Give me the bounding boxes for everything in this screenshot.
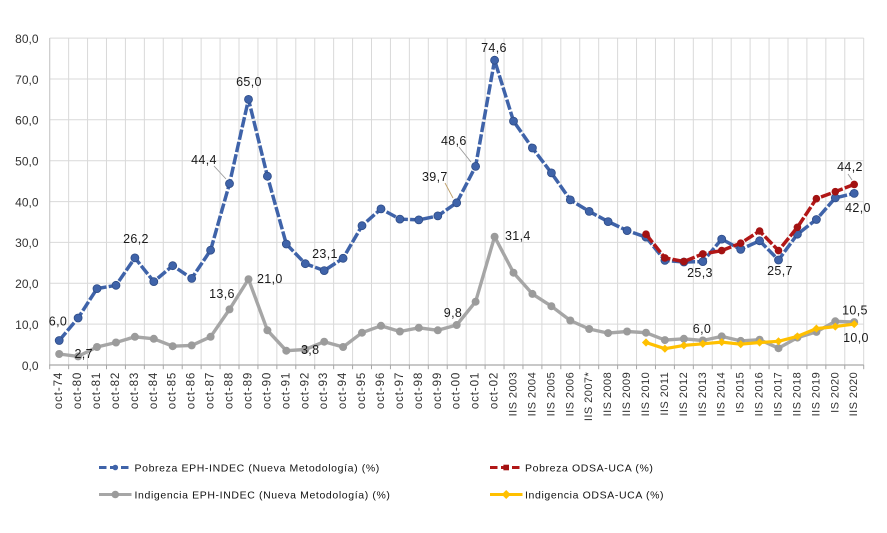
svg-text:oct-86: oct-86: [186, 372, 198, 409]
svg-text:IIS 2008: IIS 2008: [602, 372, 614, 417]
svg-text:IS 2020: IS 2020: [829, 372, 841, 413]
svg-text:oct-00: oct-00: [451, 372, 463, 409]
svg-text:25,7: 25,7: [767, 264, 793, 278]
svg-text:oct-83: oct-83: [129, 372, 141, 409]
svg-text:oct-01: oct-01: [470, 372, 482, 409]
svg-text:13,6: 13,6: [209, 287, 235, 301]
svg-text:21,0: 21,0: [257, 272, 283, 286]
svg-text:IIS 2013: IIS 2013: [697, 372, 709, 417]
svg-text:70,0: 70,0: [15, 73, 39, 87]
svg-text:39,7: 39,7: [422, 170, 448, 184]
svg-text:IIS 2020: IIS 2020: [848, 372, 860, 417]
svg-text:80,0: 80,0: [15, 32, 39, 46]
svg-text:20,0: 20,0: [15, 277, 39, 291]
svg-text:oct-92: oct-92: [299, 372, 311, 409]
svg-text:23,1: 23,1: [312, 247, 338, 261]
svg-text:IIS 2014: IIS 2014: [716, 372, 728, 417]
svg-text:oct-94: oct-94: [337, 372, 349, 409]
svg-text:74,6: 74,6: [481, 41, 507, 55]
svg-text:oct-93: oct-93: [318, 372, 330, 409]
svg-text:IIS 2004: IIS 2004: [526, 372, 538, 417]
svg-text:oct-88: oct-88: [224, 372, 236, 409]
svg-text:2,7: 2,7: [75, 347, 93, 361]
svg-text:30,0: 30,0: [15, 236, 39, 250]
svg-text:oct-97: oct-97: [394, 372, 406, 409]
svg-text:IIS 2016: IIS 2016: [754, 372, 766, 417]
svg-text:6,0: 6,0: [49, 315, 67, 329]
svg-text:60,0: 60,0: [15, 114, 39, 128]
svg-text:65,0: 65,0: [236, 75, 262, 89]
svg-text:Indigencia ODSA-UCA (%): Indigencia ODSA-UCA (%): [525, 490, 664, 502]
svg-text:48,6: 48,6: [441, 134, 467, 148]
svg-text:10,0: 10,0: [843, 331, 869, 345]
svg-text:IIS 2005: IIS 2005: [545, 372, 557, 417]
svg-text:31,4: 31,4: [505, 229, 531, 243]
svg-text:44,2: 44,2: [837, 160, 863, 174]
svg-text:oct-82: oct-82: [110, 372, 122, 409]
svg-text:oct-84: oct-84: [148, 372, 160, 409]
svg-text:IIS 2009: IIS 2009: [621, 372, 633, 417]
svg-text:10,5: 10,5: [842, 304, 868, 318]
svg-text:50,0: 50,0: [15, 155, 39, 169]
svg-text:10,0: 10,0: [15, 318, 39, 332]
svg-text:IIS 2003: IIS 2003: [508, 372, 520, 417]
svg-text:oct-99: oct-99: [432, 372, 444, 409]
svg-text:26,2: 26,2: [123, 232, 149, 246]
svg-text:IIS 2018: IIS 2018: [791, 372, 803, 417]
svg-text:IIS 2010: IIS 2010: [640, 372, 652, 417]
svg-text:0,0: 0,0: [22, 359, 39, 373]
svg-text:oct-90: oct-90: [261, 372, 273, 409]
svg-text:Pobreza EPH-INDEC (Nueva Metod: Pobreza EPH-INDEC (Nueva Metodología) (%…: [135, 463, 380, 475]
svg-text:IIS 2019: IIS 2019: [810, 372, 822, 417]
svg-text:oct-02: oct-02: [489, 372, 501, 409]
svg-text:oct-74: oct-74: [53, 372, 65, 409]
svg-text:9,8: 9,8: [444, 306, 462, 320]
svg-text:IIS 2011: IIS 2011: [659, 372, 671, 416]
svg-text:oct-98: oct-98: [413, 372, 425, 409]
svg-text:44,4: 44,4: [191, 153, 217, 167]
svg-text:IIS 2017: IIS 2017: [773, 372, 785, 417]
svg-text:oct-91: oct-91: [280, 372, 292, 409]
svg-text:42,0: 42,0: [845, 201, 871, 215]
svg-text:oct-96: oct-96: [375, 372, 387, 409]
svg-text:6,0: 6,0: [693, 322, 711, 336]
svg-text:25,3: 25,3: [687, 266, 713, 280]
svg-text:oct-80: oct-80: [72, 372, 84, 409]
svg-text:oct-87: oct-87: [205, 372, 217, 409]
svg-text:oct-81: oct-81: [91, 372, 103, 409]
svg-text:IIS 2007*: IIS 2007*: [583, 372, 595, 422]
svg-text:40,0: 40,0: [15, 195, 39, 209]
svg-text:IS 2015: IS 2015: [735, 372, 747, 413]
svg-text:oct-85: oct-85: [167, 372, 179, 409]
svg-text:oct-95: oct-95: [356, 372, 368, 409]
svg-text:IIS 2012: IIS 2012: [678, 372, 690, 417]
svg-text:oct-89: oct-89: [243, 372, 255, 409]
svg-text:IIS 2006: IIS 2006: [564, 372, 576, 417]
svg-text:Pobreza ODSA-UCA (%): Pobreza ODSA-UCA (%): [525, 463, 654, 475]
svg-text:3,8: 3,8: [301, 343, 319, 357]
svg-text:Indigencia EPH-INDEC (Nueva Me: Indigencia EPH-INDEC (Nueva Metodología)…: [135, 490, 391, 502]
